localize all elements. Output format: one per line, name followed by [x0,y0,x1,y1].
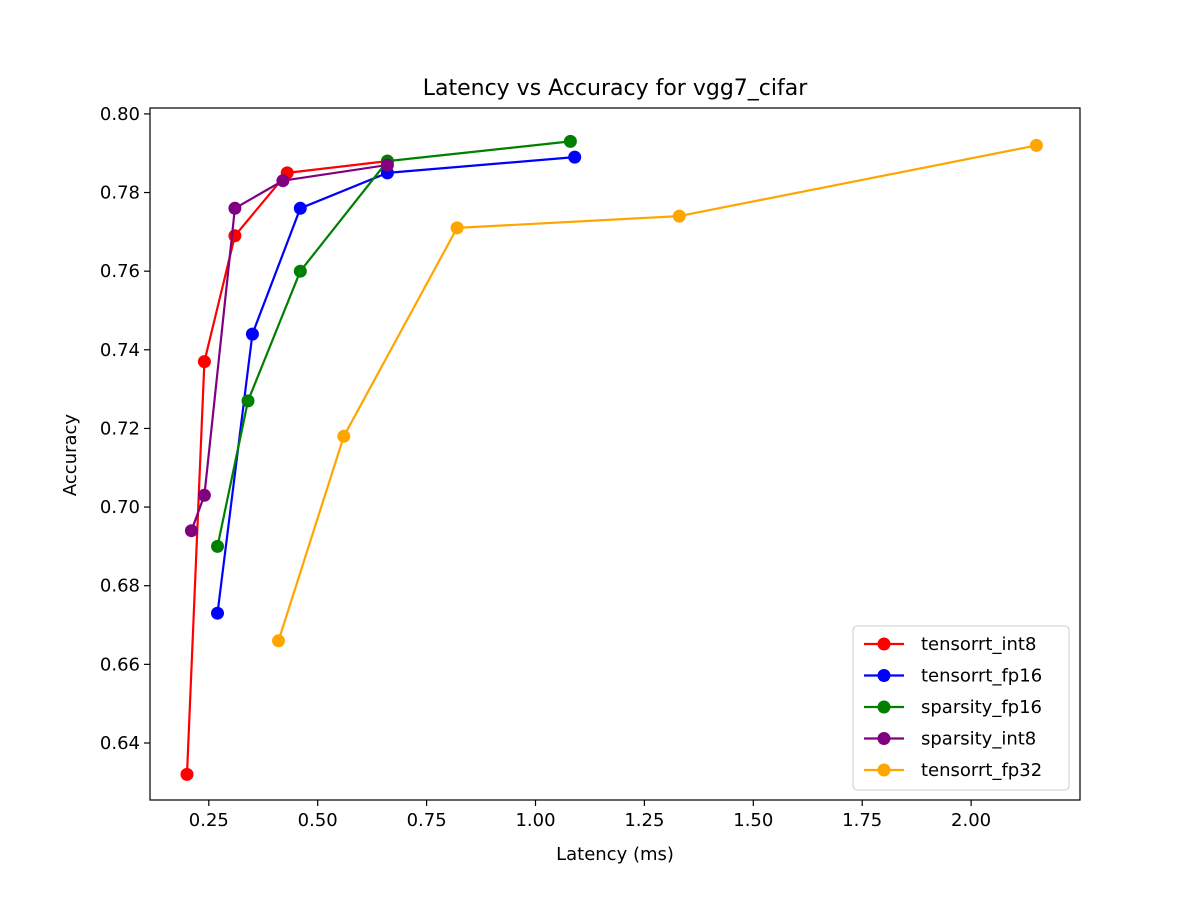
legend-item: tensorrt_int8 [864,634,1036,655]
y-tick-label: 0.74 [100,340,140,361]
x-tick-label: 0.25 [189,810,229,831]
data-point [563,134,577,148]
x-tick-label: 1.75 [842,810,882,831]
y-tick-label: 0.66 [100,654,140,675]
data-point [245,327,259,341]
data-point [1029,138,1043,152]
legend-label: tensorrt_fp16 [921,666,1042,687]
x-tick-label: 1.25 [624,810,664,831]
data-point [184,524,198,538]
data-point [450,221,464,235]
legend-swatch-marker [877,700,891,714]
data-point [228,229,242,243]
y-axis-title: Accuracy [60,414,81,497]
x-tick-label: 1.50 [733,810,773,831]
y-tick-label: 0.78 [100,183,140,204]
data-point [197,355,211,369]
legend-item: sparsity_fp16 [864,697,1042,718]
legend-swatch-marker [877,732,891,745]
legend-label: sparsity_fp16 [921,697,1042,718]
y-tick-label: 0.76 [100,261,140,282]
chart-title: Latency vs Accuracy for vgg7_cifar [423,76,808,101]
x-tick-label: 0.50 [298,810,338,831]
x-tick-label: 0.75 [407,810,447,831]
y-tick-label: 0.72 [100,418,140,439]
legend: tensorrt_int8 tensorrt_fp16 sparsity_fp16s… [852,625,1070,791]
data-point [241,394,255,408]
y-tick-label: 0.64 [100,733,140,754]
y-tick-label: 0.68 [100,576,140,597]
data-point [293,201,307,215]
legend-item: tensorrt_fp16 [864,666,1042,687]
legend-label: sparsity_int8 [921,729,1036,750]
x-tick-label: 2.00 [951,810,991,831]
legend-label: tensorrt_int8 [921,634,1036,655]
series-tensorrt_fp32 [272,138,1043,648]
data-point [211,606,224,620]
legend-swatch-marker [877,669,891,682]
legend-swatch-marker [877,637,891,651]
legend-box [852,625,1070,791]
data-point [672,209,686,223]
data-point [211,539,224,553]
x-axis-title: Latency (ms) [556,844,674,865]
legend-label: tensorrt_fp32 [921,760,1042,781]
data-point [380,158,394,172]
y-tick-label: 0.80 [100,104,140,125]
legend-item: sparsity_int8 [864,729,1036,750]
axis-ticks: 0.25 0.50 0.75 1.00 1.25 1.50 1.75 2.00 0.64 0.66… [100,104,991,831]
legend-swatch-marker [877,763,891,777]
data-point [180,767,194,781]
data-point [197,488,211,502]
y-tick-label: 0.70 [100,497,140,518]
x-tick-label: 1.00 [515,810,555,831]
series-lines [180,134,1043,781]
legend-item: tensorrt_fp32 [864,760,1042,781]
data-point [293,264,307,278]
data-point [228,201,242,215]
data-point [272,634,285,648]
data-point [276,174,290,188]
series-sparsity_int8 [184,158,394,538]
data-point [337,429,351,443]
plot-area-frame [149,107,1081,801]
data-point [568,150,582,164]
